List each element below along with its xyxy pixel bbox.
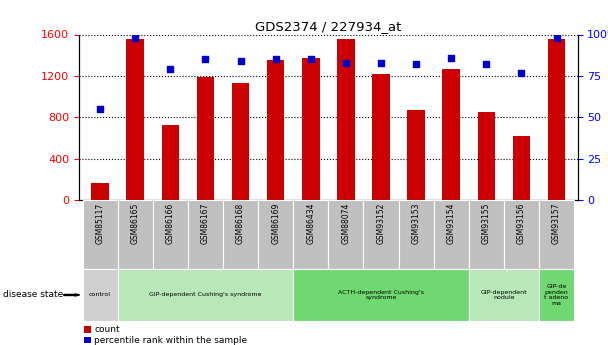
Bar xyxy=(258,200,293,269)
Bar xyxy=(126,39,144,200)
Bar xyxy=(539,200,574,269)
Bar xyxy=(548,39,565,200)
Text: GSM86434: GSM86434 xyxy=(306,203,316,244)
Bar xyxy=(188,200,223,269)
Text: GIP-de
penden
t adeno
ma: GIP-de penden t adeno ma xyxy=(545,284,568,306)
Text: GSM86167: GSM86167 xyxy=(201,203,210,244)
Bar xyxy=(372,74,390,200)
Point xyxy=(341,60,351,66)
Bar xyxy=(83,200,118,269)
Bar xyxy=(293,200,328,269)
Text: GSM86169: GSM86169 xyxy=(271,203,280,244)
Point xyxy=(165,67,175,72)
Bar xyxy=(434,200,469,269)
Text: GIP-dependent
nodule: GIP-dependent nodule xyxy=(480,289,527,300)
Bar xyxy=(162,125,179,200)
Bar xyxy=(328,200,364,269)
Text: GIP-dependent Cushing's syndrome: GIP-dependent Cushing's syndrome xyxy=(149,293,261,297)
Bar xyxy=(196,77,214,200)
Bar xyxy=(337,39,354,200)
Text: GSM86168: GSM86168 xyxy=(236,203,245,244)
Point xyxy=(271,57,280,62)
Bar xyxy=(539,269,574,321)
Text: GSM86165: GSM86165 xyxy=(131,203,140,244)
Bar xyxy=(443,69,460,200)
Text: GSM93157: GSM93157 xyxy=(552,203,561,244)
Bar xyxy=(232,83,249,200)
Text: disease state: disease state xyxy=(3,290,63,299)
Point xyxy=(482,61,491,67)
Point xyxy=(236,58,246,64)
Bar xyxy=(153,200,188,269)
Text: GSM93154: GSM93154 xyxy=(447,203,456,244)
Text: GSM93155: GSM93155 xyxy=(482,203,491,244)
Bar xyxy=(223,200,258,269)
Text: GSM93152: GSM93152 xyxy=(376,203,385,244)
Bar xyxy=(364,200,398,269)
Bar xyxy=(504,200,539,269)
Bar xyxy=(91,183,109,200)
Point xyxy=(376,60,386,66)
Text: control: control xyxy=(89,293,111,297)
Point xyxy=(411,61,421,67)
Bar xyxy=(118,269,293,321)
Point xyxy=(517,70,527,75)
Text: GSM93153: GSM93153 xyxy=(412,203,421,244)
Bar xyxy=(477,112,495,200)
Bar xyxy=(469,200,504,269)
Text: GSM85117: GSM85117 xyxy=(95,203,105,244)
Bar xyxy=(407,110,425,200)
Bar xyxy=(513,136,530,200)
Bar xyxy=(83,269,118,321)
Point xyxy=(130,35,140,41)
Point xyxy=(201,57,210,62)
Text: GSM88074: GSM88074 xyxy=(341,203,350,244)
Text: ACTH-dependent Cushing's
syndrome: ACTH-dependent Cushing's syndrome xyxy=(338,289,424,300)
Text: GSM93156: GSM93156 xyxy=(517,203,526,244)
Bar xyxy=(398,200,434,269)
Bar xyxy=(293,269,469,321)
Title: GDS2374 / 227934_at: GDS2374 / 227934_at xyxy=(255,20,401,33)
Bar xyxy=(469,269,539,321)
Text: GSM86166: GSM86166 xyxy=(166,203,175,244)
Point xyxy=(306,57,316,62)
Point xyxy=(446,55,456,60)
Point xyxy=(95,106,105,112)
Bar xyxy=(118,200,153,269)
Legend: count, percentile rank within the sample: count, percentile rank within the sample xyxy=(83,325,247,345)
Bar xyxy=(302,58,320,200)
Point xyxy=(551,35,561,41)
Bar xyxy=(267,60,285,200)
